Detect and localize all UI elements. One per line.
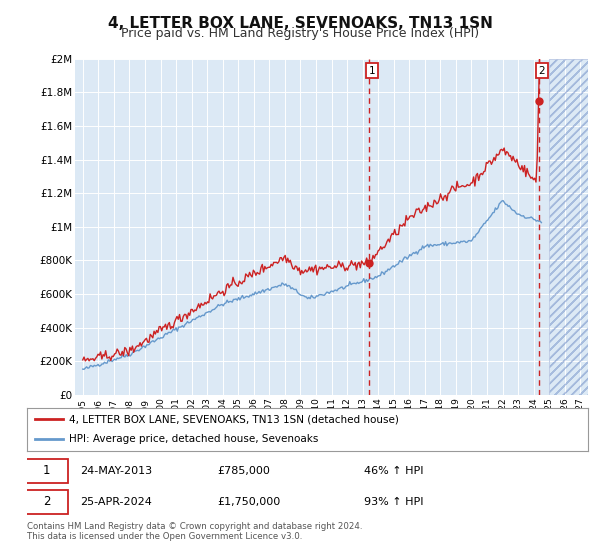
Text: 1: 1 <box>43 464 50 478</box>
Text: 4, LETTER BOX LANE, SEVENOAKS, TN13 1SN (detached house): 4, LETTER BOX LANE, SEVENOAKS, TN13 1SN … <box>69 414 399 424</box>
Text: HPI: Average price, detached house, Sevenoaks: HPI: Average price, detached house, Seve… <box>69 434 319 444</box>
Text: 4, LETTER BOX LANE, SEVENOAKS, TN13 1SN: 4, LETTER BOX LANE, SEVENOAKS, TN13 1SN <box>107 16 493 31</box>
Text: £785,000: £785,000 <box>218 466 271 476</box>
Text: 1: 1 <box>368 66 375 76</box>
Text: £1,750,000: £1,750,000 <box>218 497 281 507</box>
Bar <box>549 59 588 395</box>
Text: 93% ↑ HPI: 93% ↑ HPI <box>364 497 423 507</box>
Text: 24-MAY-2013: 24-MAY-2013 <box>80 466 152 476</box>
Text: 2: 2 <box>539 66 545 76</box>
FancyBboxPatch shape <box>26 459 68 483</box>
Text: 25-APR-2024: 25-APR-2024 <box>80 497 152 507</box>
Text: Contains HM Land Registry data © Crown copyright and database right 2024.
This d: Contains HM Land Registry data © Crown c… <box>27 522 362 542</box>
Bar <box>549 59 588 395</box>
FancyBboxPatch shape <box>26 489 68 514</box>
Text: 2: 2 <box>43 496 50 508</box>
Text: 46% ↑ HPI: 46% ↑ HPI <box>364 466 423 476</box>
Text: Price paid vs. HM Land Registry's House Price Index (HPI): Price paid vs. HM Land Registry's House … <box>121 27 479 40</box>
